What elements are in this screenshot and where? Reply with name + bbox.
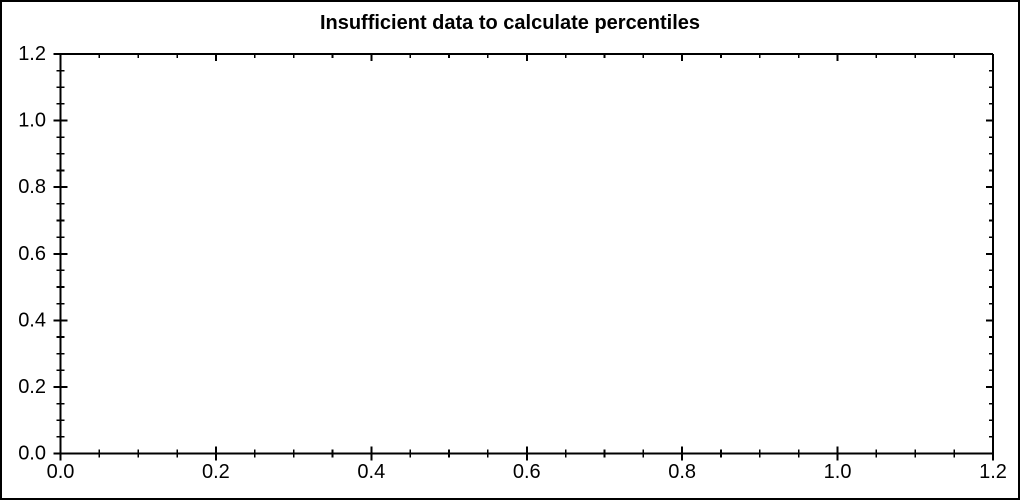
y-tick-label: 0.6 — [18, 243, 46, 265]
x-tick-label: 0.2 — [202, 461, 230, 483]
x-tick-label: 1.2 — [979, 461, 1007, 483]
chart-title: Insufficient data to calculate percentil… — [319, 12, 701, 34]
x-tick-label: 1.0 — [824, 461, 852, 483]
y-tick-label: 0.4 — [18, 309, 46, 331]
x-tick-label: 0.0 — [47, 461, 75, 483]
x-tick-label: 0.4 — [357, 461, 385, 483]
y-tick-label: 1.2 — [18, 43, 46, 65]
y-tick-label: 0.2 — [18, 376, 46, 398]
x-tick-label: 0.6 — [513, 461, 541, 483]
y-tick-label: 0.0 — [18, 443, 46, 465]
y-tick-label: 0.8 — [18, 176, 46, 198]
x-tick-label: 0.8 — [668, 461, 696, 483]
y-tick-label: 1.0 — [18, 110, 46, 132]
